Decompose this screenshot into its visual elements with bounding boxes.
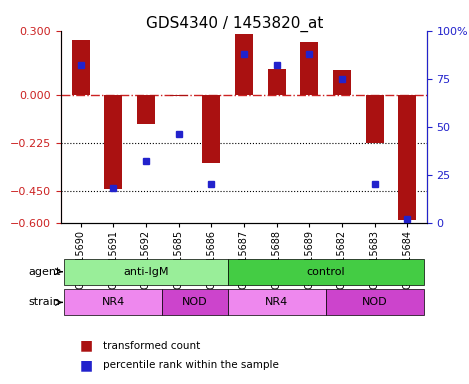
Text: ■: ■ [80, 339, 93, 353]
Bar [267, 69, 286, 95]
Text: control: control [306, 266, 345, 277]
Bar [104, 95, 122, 189]
Text: NR4: NR4 [102, 297, 125, 308]
Text: transformed count: transformed count [103, 341, 200, 351]
Bar [235, 34, 253, 95]
Text: agent: agent [28, 266, 61, 277]
Bar [398, 95, 416, 220]
Bar [170, 95, 188, 96]
Text: NOD: NOD [182, 297, 208, 308]
Text: GDS4340 / 1453820_at: GDS4340 / 1453820_at [146, 15, 323, 31]
Bar [365, 95, 384, 143]
Bar [72, 40, 90, 95]
Text: strain: strain [29, 297, 61, 308]
Bar [333, 70, 351, 95]
Text: percentile rank within the sample: percentile rank within the sample [103, 360, 279, 370]
Text: NOD: NOD [362, 297, 387, 308]
Bar [300, 43, 318, 95]
FancyBboxPatch shape [227, 290, 325, 315]
FancyBboxPatch shape [325, 290, 424, 315]
Bar [202, 95, 220, 163]
FancyBboxPatch shape [64, 290, 162, 315]
FancyBboxPatch shape [162, 290, 227, 315]
FancyBboxPatch shape [64, 259, 227, 285]
Text: NR4: NR4 [265, 297, 288, 308]
Text: anti-IgM: anti-IgM [123, 266, 169, 277]
FancyBboxPatch shape [227, 259, 424, 285]
Text: ■: ■ [80, 358, 93, 372]
Bar [137, 95, 155, 124]
